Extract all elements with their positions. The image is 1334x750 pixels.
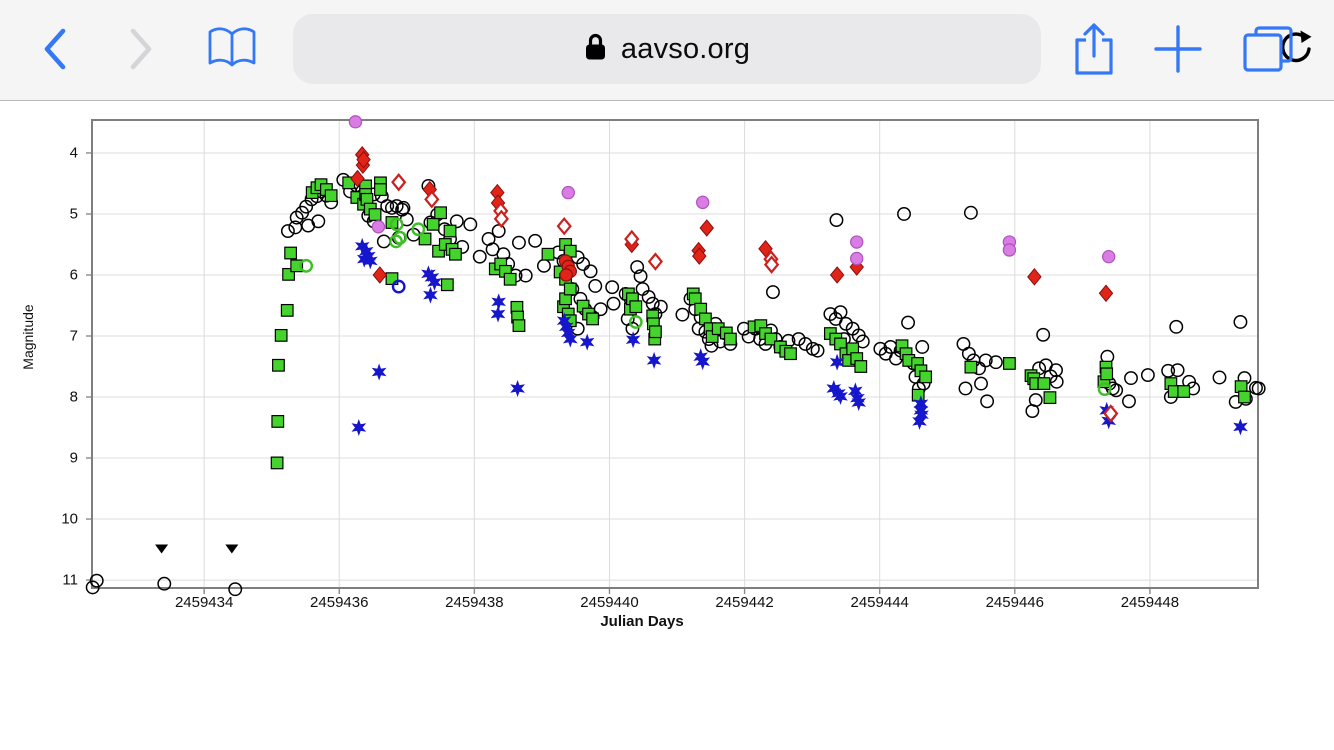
back-button[interactable] xyxy=(30,0,80,100)
plus-icon xyxy=(1153,24,1203,77)
chevron-right-icon xyxy=(128,27,154,74)
x-axis-title: Julian Days xyxy=(600,613,684,630)
browser-toolbar: aavso.org xyxy=(0,0,1334,101)
open-book-icon xyxy=(206,26,258,75)
new-tab-button[interactable] xyxy=(1150,0,1206,100)
x-tick-label: 2459440 xyxy=(580,594,639,611)
lock-icon xyxy=(584,32,607,66)
y-tick-label: 11 xyxy=(62,571,78,589)
x-tick-label: 2459446 xyxy=(985,594,1044,611)
y-tick-label: 9 xyxy=(69,449,78,467)
url-text: aavso.org xyxy=(620,32,751,65)
x-tick-label: 2459438 xyxy=(445,594,504,611)
x-tick-label: 2459436 xyxy=(310,594,369,611)
y-tick-label: 8 xyxy=(69,388,78,406)
x-tick-label: 2459448 xyxy=(1120,594,1180,611)
chevron-left-icon xyxy=(42,27,68,74)
y-tick-label: 6 xyxy=(69,266,78,284)
x-tick-label: 2459442 xyxy=(715,594,774,611)
share-up-arrow-icon xyxy=(1072,21,1116,80)
x-tick-label: 2459434 xyxy=(174,594,234,611)
scatter-plot xyxy=(85,115,1266,597)
y-tick-label: 10 xyxy=(61,510,78,528)
overlapping-squares-icon xyxy=(1242,25,1294,76)
address-bar[interactable]: aavso.org xyxy=(293,14,1041,84)
y-axis-title: Magnitude xyxy=(20,304,36,370)
bookmarks-button[interactable] xyxy=(200,0,264,100)
light-curve-chart: Julian Days Magnitude 2459434 2459436 2459… xyxy=(0,101,1334,750)
share-button[interactable] xyxy=(1068,0,1120,100)
y-tick-label: 7 xyxy=(69,327,78,345)
refresh-arrow-icon xyxy=(1278,28,1314,71)
reload-button[interactable] xyxy=(1270,14,1322,84)
web-page-content: Julian Days Magnitude 2459434 2459436 2459… xyxy=(0,101,1334,750)
forward-button[interactable] xyxy=(116,0,166,100)
tabs-button[interactable] xyxy=(1238,0,1298,100)
y-tick-label: 4 xyxy=(69,144,78,162)
y-tick-label: 5 xyxy=(69,205,78,223)
x-tick-label: 2459444 xyxy=(850,594,909,611)
